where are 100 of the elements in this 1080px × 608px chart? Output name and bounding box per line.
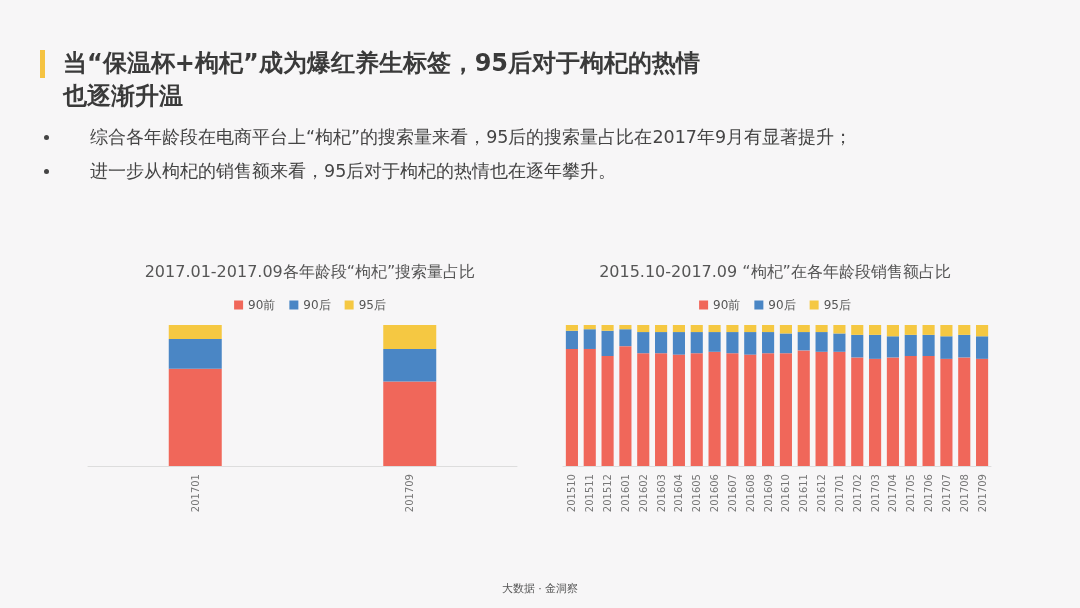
bar — [655, 325, 668, 333]
bar — [744, 354, 757, 466]
bar — [708, 351, 721, 466]
x-tick-label: 201602 — [637, 474, 649, 513]
bar — [744, 332, 757, 355]
x-tick-label: 201705 — [905, 474, 917, 513]
bar — [976, 336, 989, 359]
text: 进一步从枸杞的销售额来看，95后对于枸杞的热情也在逐年攀升。 — [90, 160, 617, 182]
text: 综合各年龄段在电商平台上“枸杞”的搜索量来看，95后的搜索量占比在2017年9月有显著提升； — [90, 126, 853, 148]
bar — [815, 332, 828, 352]
bar — [869, 334, 882, 359]
x-tick-label: 201701 — [189, 474, 201, 513]
bar — [762, 325, 775, 333]
bar — [922, 334, 935, 357]
x-tick-label: 201601 — [619, 474, 631, 513]
legend-label: 90前 — [248, 298, 276, 312]
bar — [655, 353, 668, 466]
chart-title: 2017.01-2017.09各年龄段“枸杞”搜索量占比 — [144, 261, 476, 281]
bar — [655, 332, 668, 354]
bar — [886, 336, 899, 358]
bar — [168, 339, 222, 369]
bar — [833, 325, 846, 334]
x-tick-label: 201604 — [673, 474, 685, 513]
x-tick-label: 201511 — [584, 474, 596, 513]
bar — [619, 329, 632, 347]
bar — [726, 332, 739, 354]
bar — [762, 332, 775, 354]
x-tick-label: 201704 — [887, 474, 899, 513]
bar — [708, 325, 721, 333]
bar — [886, 357, 899, 466]
bar — [851, 357, 864, 466]
bar — [815, 325, 828, 333]
bar — [797, 350, 810, 466]
bar — [619, 346, 632, 466]
x-tick-label: 201702 — [851, 474, 863, 513]
bar — [168, 368, 222, 466]
bar — [762, 353, 775, 466]
x-tick-label: 201608 — [744, 474, 756, 513]
bar — [833, 351, 846, 466]
x-tick-label: 201510 — [566, 474, 578, 513]
bar — [851, 325, 864, 335]
x-tick-label: 201703 — [869, 474, 881, 513]
bar — [815, 351, 828, 466]
x-tick-label: 201708 — [958, 474, 970, 513]
bar — [904, 356, 917, 466]
bar — [690, 353, 703, 466]
bar — [958, 357, 971, 466]
bar — [565, 330, 578, 349]
bar — [904, 334, 917, 357]
x-tick-label: 201512 — [602, 474, 614, 513]
x-tick-label: 201605 — [691, 474, 703, 513]
bar — [958, 325, 971, 335]
bar — [708, 332, 721, 352]
bar — [619, 325, 632, 330]
bar — [565, 348, 578, 466]
bar — [583, 348, 596, 466]
bar — [383, 348, 437, 382]
x-tick-label: 201706 — [923, 474, 935, 513]
bar — [922, 356, 935, 466]
x-tick-label: 201612 — [816, 474, 828, 513]
bar — [565, 325, 578, 331]
bar — [833, 333, 846, 352]
bar — [976, 358, 989, 466]
x-tick-label: 201603 — [655, 474, 667, 513]
bar — [940, 358, 953, 466]
bar — [940, 325, 953, 337]
bar — [904, 325, 917, 335]
bar — [779, 353, 792, 466]
bar — [690, 325, 703, 333]
bar — [601, 325, 614, 331]
bar — [583, 329, 596, 349]
chart-title: 2015.10-2017.09 “枸杞”在各年龄段销售额占比 — [599, 261, 951, 281]
bar — [583, 325, 596, 330]
legend-label: 95后 — [358, 298, 386, 312]
x-tick-label: 201607 — [726, 474, 738, 513]
x-tick-label: 201610 — [780, 474, 792, 513]
bar — [958, 334, 971, 358]
bar — [168, 325, 222, 340]
bar — [726, 353, 739, 466]
bar — [383, 325, 437, 349]
legend-label: 90前 — [713, 298, 741, 312]
x-tick-label: 201701 — [833, 474, 845, 513]
x-tick-label: 201709 — [404, 474, 416, 513]
bar — [869, 358, 882, 466]
text: 大数据 · 金洞察 — [501, 582, 579, 595]
bar — [851, 334, 864, 358]
legend-label: 90后 — [303, 298, 331, 312]
bar — [797, 325, 810, 333]
bar — [690, 332, 703, 354]
x-tick-label: 201707 — [940, 474, 952, 513]
legend-label: 95后 — [823, 298, 851, 312]
bar — [637, 325, 650, 333]
legend-label: 90后 — [768, 298, 796, 312]
bar — [637, 353, 650, 466]
bar — [726, 325, 739, 333]
bar — [976, 325, 989, 337]
bar — [601, 330, 614, 357]
bar — [886, 325, 899, 337]
text: 当“保温杯+枸杞”成为爆红养生标签，95后对于枸杞的热情也逐渐升温 — [63, 48, 702, 112]
x-tick-label: 201606 — [709, 474, 721, 513]
